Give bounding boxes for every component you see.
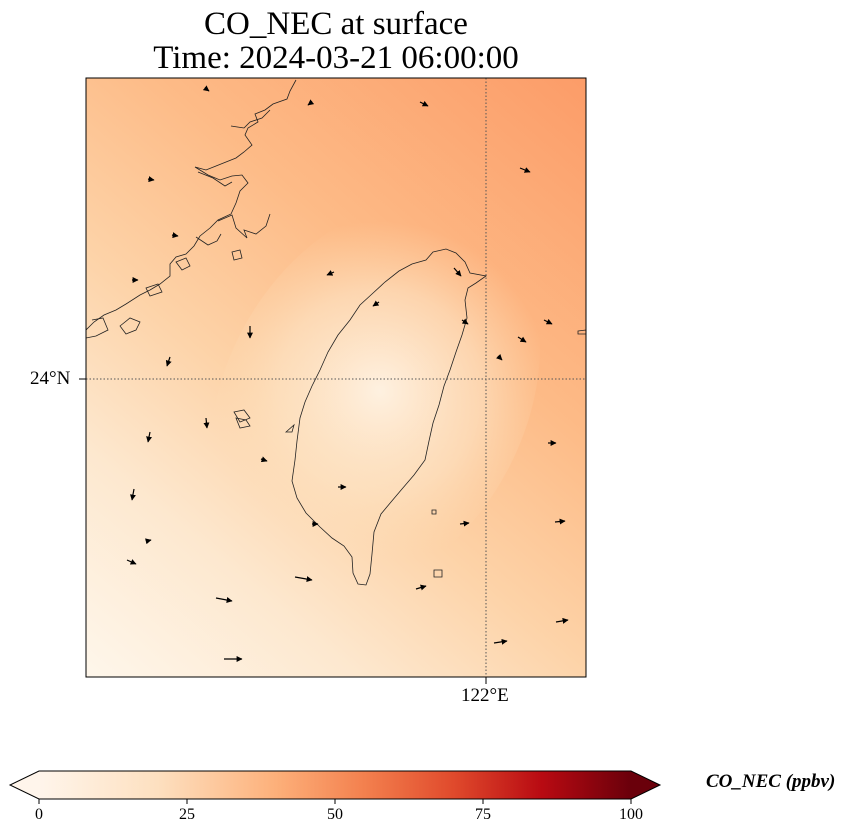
island bbox=[175, 257, 191, 271]
wind-vector bbox=[171, 232, 179, 239]
colorbar-tick-label: 25 bbox=[179, 806, 195, 823]
colorbar-tick-label: 75 bbox=[475, 806, 491, 823]
wind-vector bbox=[461, 318, 469, 325]
colorbar-tick-marks bbox=[38, 799, 632, 804]
island bbox=[119, 317, 141, 335]
colorbar-gradient bbox=[39, 771, 631, 799]
map-frame bbox=[85, 77, 587, 678]
wind-vector bbox=[203, 417, 210, 429]
lanyu-island bbox=[433, 569, 443, 578]
wind-vector bbox=[146, 431, 153, 443]
map-title-line1: CO_NEC at surface bbox=[204, 6, 468, 42]
lat-tick-label: 24°N bbox=[30, 368, 71, 389]
colorbar-extend-min bbox=[10, 771, 39, 799]
wind-vector bbox=[496, 354, 503, 361]
island bbox=[577, 329, 586, 335]
colorbar-label: CO_NEC (ppbv) bbox=[706, 771, 836, 792]
wind-vector bbox=[260, 456, 268, 463]
wind-vector bbox=[307, 99, 315, 106]
wind-vector bbox=[145, 538, 152, 545]
mainland-coastline bbox=[86, 79, 297, 331]
ludao-island bbox=[431, 509, 437, 515]
coastlines bbox=[86, 79, 586, 586]
wind-vector bbox=[372, 300, 380, 307]
coast-detail bbox=[195, 233, 222, 246]
wind-vector bbox=[415, 584, 427, 591]
wind-vector bbox=[519, 167, 531, 173]
coast-detail bbox=[217, 213, 271, 239]
wind-vector bbox=[555, 617, 569, 624]
coast-detail bbox=[86, 317, 109, 339]
colorbar-tick-label: 100 bbox=[619, 806, 643, 823]
colorbar bbox=[8, 770, 662, 804]
wind-vector bbox=[147, 176, 155, 183]
colorbar-extend-max bbox=[631, 771, 660, 799]
wind-vector bbox=[554, 518, 566, 525]
wind-vector bbox=[493, 638, 508, 645]
low-concentration-plume bbox=[209, 201, 541, 599]
wind-vector bbox=[130, 488, 136, 501]
coast-detail bbox=[197, 171, 233, 187]
penghu-island bbox=[235, 417, 251, 429]
wind-vectors bbox=[126, 85, 569, 662]
island bbox=[145, 283, 163, 297]
colorbar-tick-label: 50 bbox=[327, 806, 343, 823]
colorbar-tick-label: 0 bbox=[35, 806, 43, 823]
wind-vector bbox=[459, 520, 470, 527]
wind-vector bbox=[215, 597, 233, 603]
taiwan-coastline bbox=[291, 248, 488, 586]
island bbox=[231, 249, 243, 261]
wind-vector bbox=[419, 100, 429, 107]
map-title-line2: Time: 2024-03-21 06:00:00 bbox=[153, 40, 519, 76]
wind-vector bbox=[543, 318, 553, 325]
wind-vector bbox=[165, 356, 172, 367]
wind-vector bbox=[517, 336, 527, 343]
map-area bbox=[86, 78, 586, 677]
wind-vector bbox=[294, 576, 313, 583]
wind-vector bbox=[126, 559, 137, 565]
island bbox=[284, 423, 295, 433]
wind-vector bbox=[202, 85, 210, 92]
coast-detail bbox=[230, 109, 271, 129]
lon-tick-label: 122°E bbox=[461, 685, 509, 706]
gridlines bbox=[86, 78, 586, 677]
wind-vector bbox=[326, 270, 335, 276]
wind-vector bbox=[453, 267, 462, 277]
